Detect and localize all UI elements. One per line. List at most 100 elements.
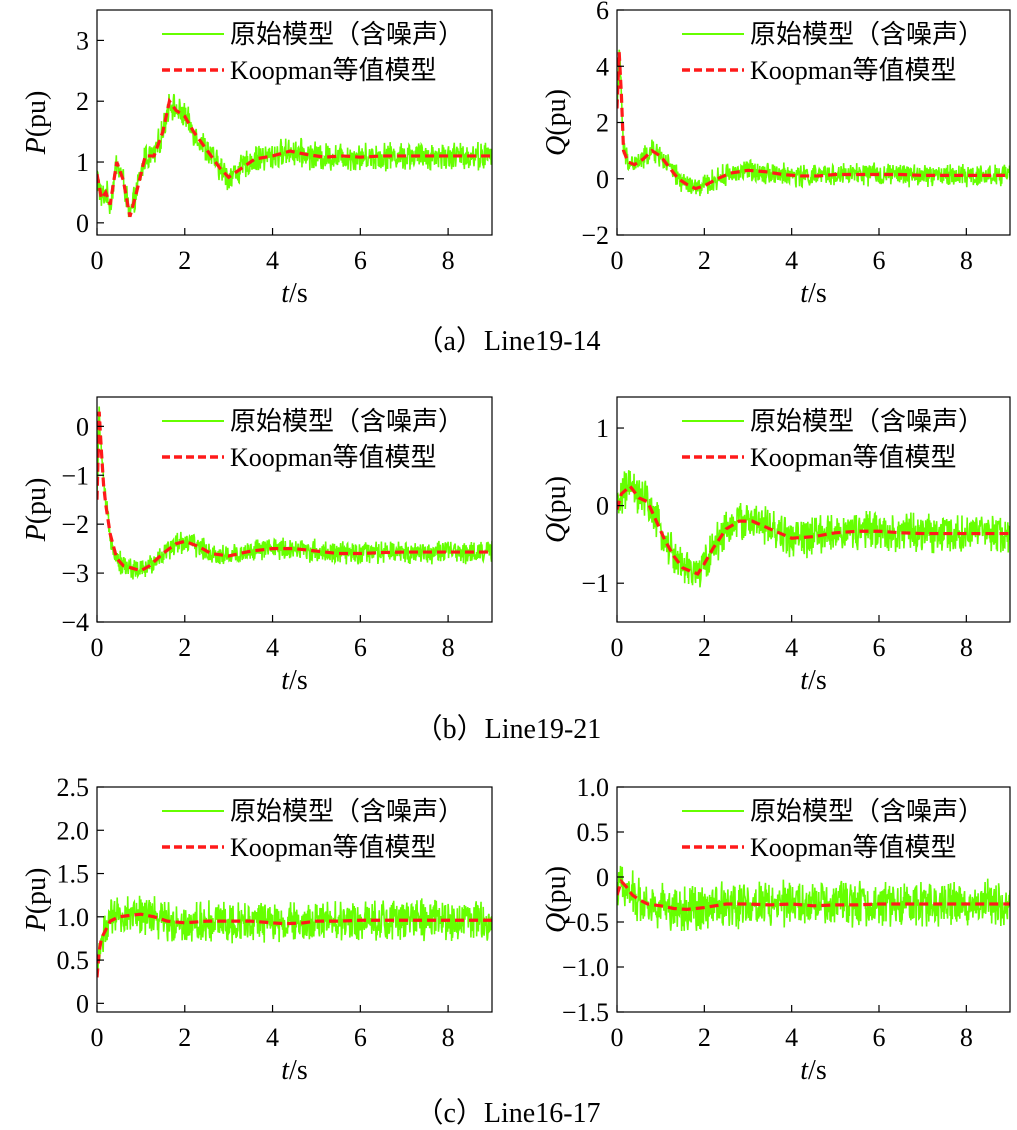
y-axis-label-symbol: Q <box>541 913 572 933</box>
y-tick-label: −1 <box>581 569 609 598</box>
y-axis-label-symbol: P <box>21 524 52 542</box>
koopman-series-line <box>617 52 1010 191</box>
x-tick-label: 8 <box>960 633 973 662</box>
x-axis-label-symbol: t <box>281 278 290 309</box>
y-tick-label: −1.5 <box>562 998 609 1027</box>
x-tick-label: 8 <box>442 633 455 662</box>
y-tick-label: 1.0 <box>57 903 90 932</box>
chart-panel-c-P: 0 2 4 6 8 0 0.5 1.0 1.5 2.0 2.5 t/s P(pu) 原始模型（含噪声） Ko… <box>21 773 493 1086</box>
legend-koopman-label: Koopman等值模型 <box>750 833 957 862</box>
y-tick-label: 0 <box>596 492 609 521</box>
y-tick-label: 0.5 <box>577 818 610 847</box>
x-axis-label: t/s <box>800 665 826 696</box>
y-axis-label: P(pu) <box>21 868 52 933</box>
x-axis-label-unit: /s <box>289 665 308 696</box>
noisy-series-line <box>97 406 492 580</box>
koopman-series-line <box>97 411 492 573</box>
chart-panel-b-P: 0 2 4 6 8 −4 −3 −2 −1 0 t/s P(pu) 原始模型（含噪声） Koopman等值… <box>21 396 493 696</box>
caption-b: （b）Line19-21 <box>415 713 602 745</box>
y-axis-label-symbol: Q <box>541 136 572 156</box>
chart-panel-a-P: 0 2 4 6 8 0 1 2 3 t/s P(pu) 原始模型（含噪声） Koopman等值模型 <box>21 9 493 309</box>
y-tick-label: 1.0 <box>577 773 610 802</box>
x-tick-label: 8 <box>442 1023 455 1052</box>
x-axis-label: t/s <box>800 1055 826 1086</box>
y-axis-label: Q(pu) <box>541 866 572 933</box>
axes-frame <box>96 9 493 236</box>
x-tick-label: 8 <box>442 246 455 275</box>
y-tick-label: 2 <box>76 87 89 116</box>
y-tick-label: 1.5 <box>57 860 90 889</box>
y-tick-label: 4 <box>596 52 609 81</box>
legend-noisy-label: 原始模型（含噪声） <box>750 20 984 49</box>
koopman-series-line <box>617 483 1010 576</box>
legend-noisy-label: 原始模型（含噪声） <box>230 407 464 436</box>
koopman-series-line <box>97 97 492 218</box>
x-axis-label-symbol: t <box>800 1055 809 1086</box>
y-tick-label: 1 <box>596 414 609 443</box>
x-axis-label: t/s <box>800 278 826 309</box>
x-tick-label: 6 <box>873 1023 886 1052</box>
x-tick-label: 4 <box>266 1023 279 1052</box>
y-tick-label: 0 <box>76 412 89 441</box>
y-axis-label: Q(pu) <box>541 476 572 543</box>
x-axis-label-unit: /s <box>289 1055 308 1086</box>
x-tick-label: 0 <box>611 246 624 275</box>
y-axis-label-unit: (pu) <box>21 91 52 138</box>
y-axis-label: P(pu) <box>21 91 52 156</box>
x-axis-label-symbol: t <box>281 1055 290 1086</box>
y-tick-label: −3 <box>61 559 89 588</box>
y-tick-label: −2 <box>581 221 609 250</box>
x-tick-label: 2 <box>698 246 711 275</box>
x-axis-label-unit: /s <box>808 278 827 309</box>
legend-koopman-label: Koopman等值模型 <box>230 56 437 85</box>
x-tick-label: 4 <box>785 246 798 275</box>
y-tick-label: 0 <box>76 209 89 238</box>
y-tick-label: 0 <box>596 165 609 194</box>
x-tick-label: 4 <box>785 1023 798 1052</box>
caption-a: （a）Line19-14 <box>415 325 600 357</box>
legend-noisy-label: 原始模型（含噪声） <box>230 20 464 49</box>
y-tick-label: −1.0 <box>562 953 609 982</box>
y-tick-label: 3 <box>76 26 89 55</box>
y-axis-label-unit: (pu) <box>21 478 52 525</box>
x-axis-label-symbol: t <box>800 278 809 309</box>
y-axis-label: P(pu) <box>21 478 52 543</box>
legend-koopman-label: Koopman等值模型 <box>230 443 437 472</box>
x-axis-label: t/s <box>281 278 307 309</box>
y-tick-label: 6 <box>596 0 609 25</box>
koopman-series-line <box>617 878 1010 912</box>
y-tick-label: −0.5 <box>562 908 609 937</box>
x-tick-label: 4 <box>266 246 279 275</box>
chart-panel-c-Q: 0 2 4 6 8 −1.5 −1.0 −0.5 0 0.5 1.0 t/s Q(pu) 原始模型（含噪声… <box>541 773 1011 1086</box>
x-tick-label: 2 <box>178 246 191 275</box>
y-tick-label: −2 <box>61 510 89 539</box>
legend-koopman-label: Koopman等值模型 <box>750 56 957 85</box>
x-tick-label: 0 <box>91 246 104 275</box>
y-axis-label-unit: (pu) <box>541 89 572 136</box>
y-tick-label: 2.5 <box>57 773 90 802</box>
x-tick-label: 2 <box>178 633 191 662</box>
y-tick-label: 2 <box>596 109 609 138</box>
y-axis-label-unit: (pu) <box>21 868 52 915</box>
y-axis-label-unit: (pu) <box>541 866 572 913</box>
x-tick-label: 0 <box>91 633 104 662</box>
y-tick-label: −4 <box>61 608 89 637</box>
y-tick-label: 0.5 <box>57 946 90 975</box>
x-tick-label: 2 <box>698 1023 711 1052</box>
x-tick-label: 6 <box>354 633 367 662</box>
y-tick-label: −1 <box>61 461 89 490</box>
x-tick-label: 4 <box>785 633 798 662</box>
legend-noisy-label: 原始模型（含噪声） <box>750 407 984 436</box>
x-tick-label: 8 <box>960 1023 973 1052</box>
x-axis-label: t/s <box>281 1055 307 1086</box>
noisy-series-line <box>617 470 1010 588</box>
axes-frame <box>96 786 493 1013</box>
y-axis-label-symbol: P <box>21 914 52 932</box>
x-tick-label: 6 <box>873 246 886 275</box>
x-tick-label: 2 <box>178 1023 191 1052</box>
x-axis-label-symbol: t <box>281 665 290 696</box>
x-axis-label: t/s <box>281 665 307 696</box>
